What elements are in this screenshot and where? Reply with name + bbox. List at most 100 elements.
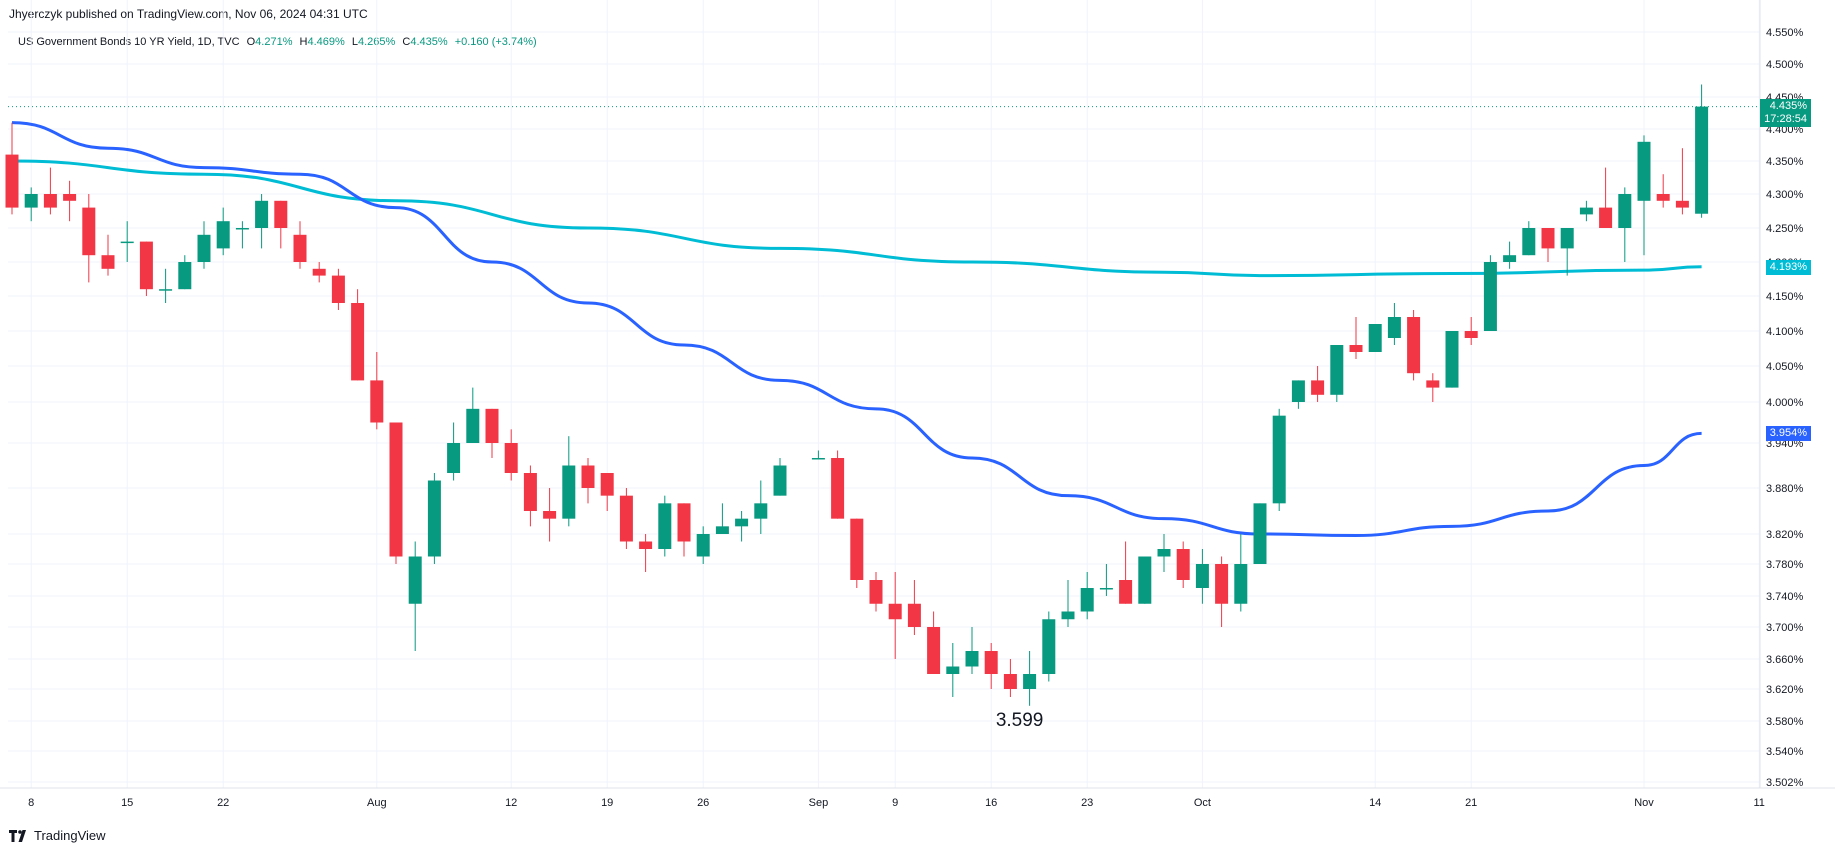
price-tick-label: 4.100% (1766, 326, 1804, 338)
candle (715, 503, 729, 534)
candle (581, 458, 595, 504)
candle (543, 488, 557, 542)
candle-body (1253, 503, 1267, 564)
candle-body (1042, 619, 1056, 674)
candle-body (312, 268, 326, 276)
candle (197, 221, 211, 269)
candle (1407, 310, 1421, 381)
tradingview-footer[interactable]: TradingView (9, 828, 106, 843)
candle (255, 194, 269, 249)
ma200-price-label: 4.193% (1765, 259, 1811, 275)
candle (43, 167, 57, 215)
candle (1291, 380, 1305, 409)
candle (466, 387, 480, 443)
candle (1675, 148, 1689, 215)
time-tick-label: 12 (505, 797, 517, 809)
candle-body (1579, 207, 1593, 215)
candle-body (1522, 228, 1536, 256)
brand-text: TradingView (34, 828, 106, 843)
candle (389, 422, 403, 564)
candle (1061, 580, 1075, 627)
candle-body (619, 495, 633, 542)
open-label: O (246, 36, 256, 48)
close-value: 4.435% (410, 36, 448, 48)
price-tick-label: 4.250% (1766, 223, 1804, 235)
candle (139, 241, 153, 296)
candle-body (1464, 331, 1478, 338)
candle-body (1061, 611, 1075, 620)
price-axis[interactable]: 3.502% 3.540% 3.580% 3.620% 3.660% 3.700% 3.74… (1759, 0, 1804, 789)
candle-body (178, 262, 192, 290)
time-tick-label: 16 (985, 797, 997, 809)
candle (946, 643, 960, 697)
candle-body (120, 241, 134, 244)
candle (754, 480, 768, 534)
candle-body (677, 503, 691, 542)
candle-body (562, 465, 576, 519)
candle-body (1387, 317, 1401, 338)
candle-body (927, 627, 941, 674)
candle-body (1157, 549, 1171, 557)
ma50-layer (11, 121, 1702, 538)
candle-body (24, 194, 38, 208)
candle-body (831, 458, 845, 519)
candle-body (1099, 588, 1113, 590)
price-tick-label: 3.740% (1766, 591, 1804, 603)
candle (1426, 373, 1440, 402)
candle-body (1138, 556, 1152, 604)
candle (235, 221, 249, 249)
time-tick-label: 8 (28, 797, 34, 809)
candle-body (888, 603, 902, 620)
candle (888, 572, 902, 659)
low-label: L (351, 36, 358, 48)
time-tick-label: 9 (892, 797, 898, 809)
candle (1522, 221, 1536, 256)
candle (159, 268, 173, 303)
candle-body (274, 200, 288, 228)
price-tick-label: 3.700% (1766, 622, 1804, 634)
candle (1695, 84, 1709, 218)
publisher-header: Jhyerczyk published on TradingView.com, … (9, 7, 368, 21)
candle (984, 643, 998, 689)
symbol-name: US Government Bonds 10 YR Yield, 1D, TVC (18, 36, 240, 48)
last-price-label: 4.435% 17:28:54 (1760, 98, 1811, 127)
time-tick-label: Oct (1194, 797, 1211, 809)
candle-body (485, 408, 499, 443)
candle-body (370, 380, 384, 423)
change-value: +0.160 (+3.74%) (454, 36, 537, 48)
candle-body (427, 480, 441, 557)
price-tick-label: 4.400% (1766, 124, 1804, 136)
price-tick-label: 3.540% (1766, 746, 1804, 758)
time-axis[interactable]: 81522Aug121926Sep91623Oct1421Nov1118 (0, 787, 1835, 809)
candle (1387, 303, 1401, 345)
candle (351, 289, 365, 381)
candle (120, 221, 134, 262)
candle-body (523, 473, 537, 511)
candle (1099, 564, 1113, 596)
candle-body (1215, 564, 1229, 604)
candle (293, 221, 307, 269)
price-tick-label: 4.500% (1766, 59, 1804, 71)
candle-body (351, 303, 365, 381)
candle (1195, 549, 1209, 604)
candle (1637, 135, 1651, 256)
time-tick-label: 21 (1465, 797, 1477, 809)
candle-body (869, 580, 883, 604)
candle (696, 526, 710, 564)
price-tick-label: 3.820% (1766, 529, 1804, 541)
candle-body (811, 458, 825, 460)
candle-body (1695, 106, 1709, 214)
candle (370, 352, 384, 430)
time-tick-label: 22 (217, 797, 229, 809)
candle-body (1311, 380, 1325, 395)
candle-body (715, 526, 729, 534)
candle-body (139, 241, 153, 290)
candles (5, 84, 1709, 706)
candle (907, 580, 921, 635)
candle-body (1426, 380, 1440, 388)
time-tick-label: 19 (601, 797, 613, 809)
time-tick-label: 11 (1753, 797, 1764, 809)
candle (1579, 200, 1593, 222)
candle (178, 255, 192, 290)
